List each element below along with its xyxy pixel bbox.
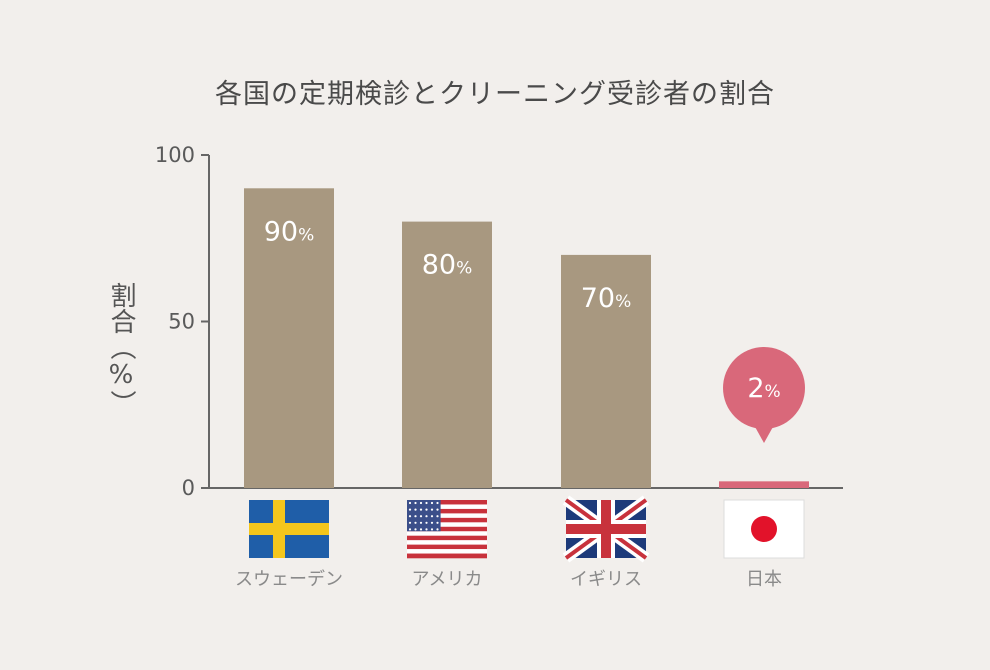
value-label: 90% <box>264 216 315 247</box>
bar-value-labels: 90%80%70%2% <box>264 216 805 443</box>
y-axis-label: 割合（%） <box>106 282 136 416</box>
data-label: 80% <box>422 250 473 281</box>
value-label: 80% <box>422 250 473 281</box>
bar <box>244 188 334 489</box>
value-label: 70% <box>581 283 632 314</box>
data-label: 2% <box>723 347 805 443</box>
value-unit: % <box>765 382 781 402</box>
uk-flag-icon <box>562 495 650 563</box>
x-axis-labels: スウェーデン アメリカ イギリス 日本 <box>235 569 782 590</box>
y-tick-label: 100 <box>155 143 195 167</box>
value-unit: % <box>298 225 314 245</box>
axes: 0 50 100 <box>155 143 843 500</box>
data-label: 70% <box>581 283 632 314</box>
y-tick-label: 50 <box>168 310 195 334</box>
x-tick-label: スウェーデン <box>235 569 343 590</box>
x-tick-label: 日本 <box>746 569 782 590</box>
value-number: 2 <box>747 373 764 404</box>
x-tick-label: アメリカ <box>411 569 482 590</box>
chart-title: 各国の定期検診とクリーニング受診者の割合 <box>215 79 775 110</box>
japan-flag-icon <box>723 499 805 559</box>
bars <box>244 188 809 489</box>
value-number: 80 <box>422 250 456 281</box>
bar <box>561 254 651 488</box>
sweden-flag-icon <box>249 500 329 558</box>
country-flags <box>249 495 805 563</box>
callout-pointer <box>754 425 774 443</box>
bar <box>402 221 492 488</box>
value-unit: % <box>615 292 631 312</box>
data-label: 90% <box>264 216 315 247</box>
y-tick-label: 0 <box>182 476 195 500</box>
callout-bubble <box>723 347 805 429</box>
bar <box>719 481 809 488</box>
x-tick-label: イギリス <box>570 569 642 590</box>
value-unit: % <box>456 259 472 279</box>
usa-flag-icon <box>407 500 487 559</box>
value-number: 90 <box>264 216 298 247</box>
value-label: 2% <box>747 373 780 404</box>
value-number: 70 <box>581 283 615 314</box>
